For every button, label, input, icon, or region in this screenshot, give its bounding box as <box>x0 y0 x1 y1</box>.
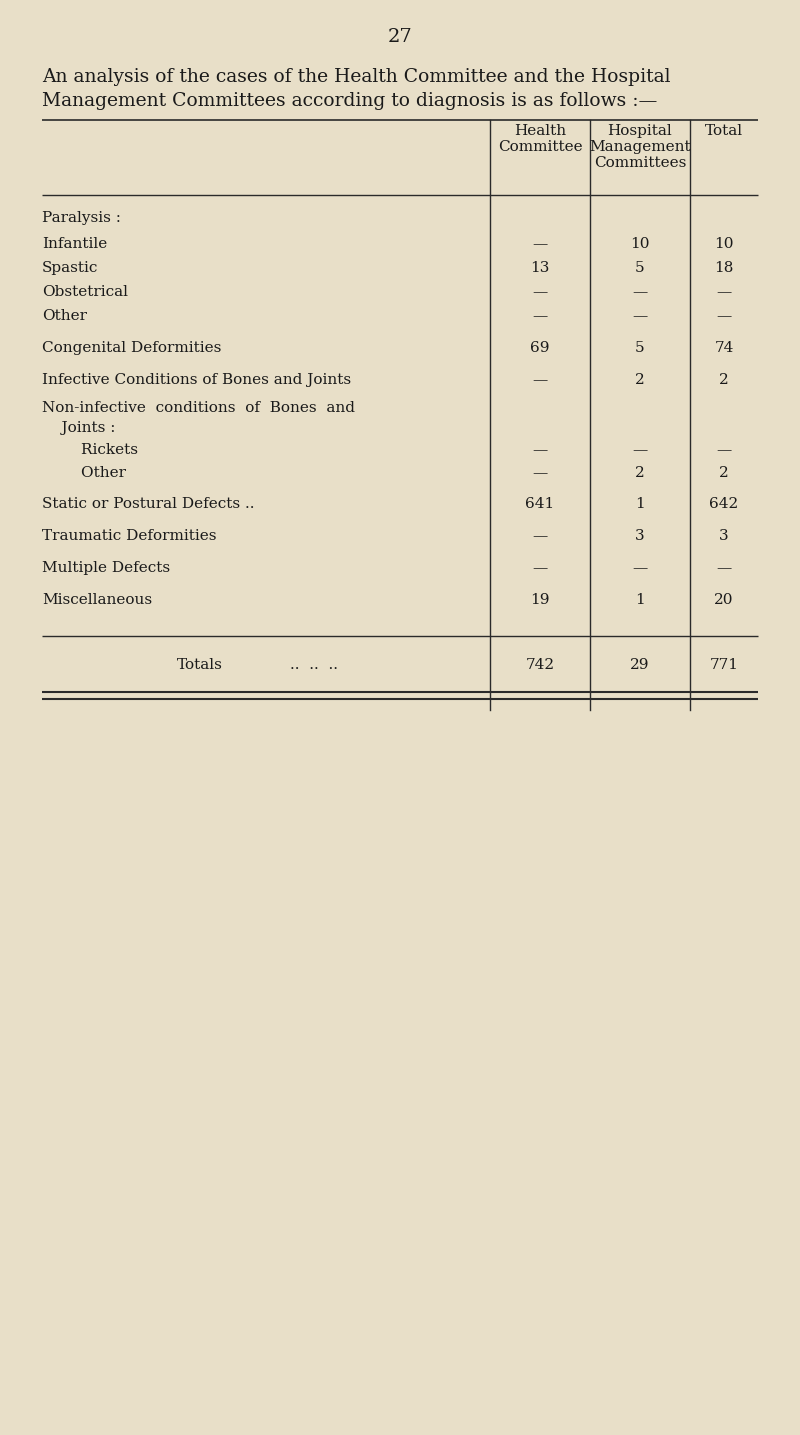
Text: 27: 27 <box>388 29 412 46</box>
Text: —: — <box>632 309 648 323</box>
Text: 2: 2 <box>719 466 729 479</box>
Text: Joints :: Joints : <box>42 420 115 435</box>
Text: 642: 642 <box>710 497 738 511</box>
Text: Non-infective  conditions  of  Bones  and: Non-infective conditions of Bones and <box>42 400 355 415</box>
Text: Miscellaneous: Miscellaneous <box>42 593 152 607</box>
Text: Management Committees according to diagnosis is as follows :—: Management Committees according to diagn… <box>42 92 658 110</box>
Text: —: — <box>716 561 732 575</box>
Text: —: — <box>532 237 548 251</box>
Text: Static or Postural Defects ..: Static or Postural Defects .. <box>42 497 254 511</box>
Text: 29: 29 <box>630 659 650 672</box>
Text: —: — <box>532 309 548 323</box>
Text: 742: 742 <box>526 659 554 672</box>
Text: Rickets: Rickets <box>42 443 138 456</box>
Text: 2: 2 <box>635 466 645 479</box>
Text: 5: 5 <box>635 342 645 354</box>
Text: Congenital Deformities: Congenital Deformities <box>42 342 222 354</box>
Text: Total: Total <box>705 123 743 138</box>
Text: 641: 641 <box>526 497 554 511</box>
Text: Paralysis :: Paralysis : <box>42 211 121 225</box>
Text: 10: 10 <box>630 237 650 251</box>
Text: 13: 13 <box>530 261 550 276</box>
Text: 5: 5 <box>635 261 645 276</box>
Text: Infective Conditions of Bones and Joints: Infective Conditions of Bones and Joints <box>42 373 351 387</box>
Text: Multiple Defects: Multiple Defects <box>42 561 170 575</box>
Text: An analysis of the cases of the Health Committee and the Hospital: An analysis of the cases of the Health C… <box>42 67 670 86</box>
Text: —: — <box>632 443 648 456</box>
Text: Spastic: Spastic <box>42 261 98 276</box>
Text: —: — <box>532 373 548 387</box>
Text: Totals: Totals <box>177 659 223 672</box>
Text: Hospital
Management
Committees: Hospital Management Committees <box>589 123 691 171</box>
Text: 771: 771 <box>710 659 738 672</box>
Text: Other: Other <box>42 466 126 479</box>
Text: Traumatic Deformities: Traumatic Deformities <box>42 530 217 542</box>
Text: 69: 69 <box>530 342 550 354</box>
Text: 19: 19 <box>530 593 550 607</box>
Text: 20: 20 <box>714 593 734 607</box>
Text: 10: 10 <box>714 237 734 251</box>
Text: Infantile: Infantile <box>42 237 107 251</box>
Text: —: — <box>632 561 648 575</box>
Text: —: — <box>532 286 548 298</box>
Text: 18: 18 <box>714 261 734 276</box>
Text: —: — <box>532 466 548 479</box>
Text: —: — <box>532 443 548 456</box>
Text: Obstetrical: Obstetrical <box>42 286 128 298</box>
Text: Health
Committee: Health Committee <box>498 123 582 154</box>
Text: 2: 2 <box>719 373 729 387</box>
Text: —: — <box>532 530 548 542</box>
Text: 1: 1 <box>635 593 645 607</box>
Text: ..  ..  ..: .. .. .. <box>290 659 338 672</box>
Text: Other: Other <box>42 309 87 323</box>
Text: —: — <box>716 309 732 323</box>
Text: 2: 2 <box>635 373 645 387</box>
Text: 3: 3 <box>719 530 729 542</box>
Text: —: — <box>716 443 732 456</box>
Text: —: — <box>632 286 648 298</box>
Text: 74: 74 <box>714 342 734 354</box>
Text: —: — <box>716 286 732 298</box>
Text: —: — <box>532 561 548 575</box>
Text: 3: 3 <box>635 530 645 542</box>
Text: 1: 1 <box>635 497 645 511</box>
